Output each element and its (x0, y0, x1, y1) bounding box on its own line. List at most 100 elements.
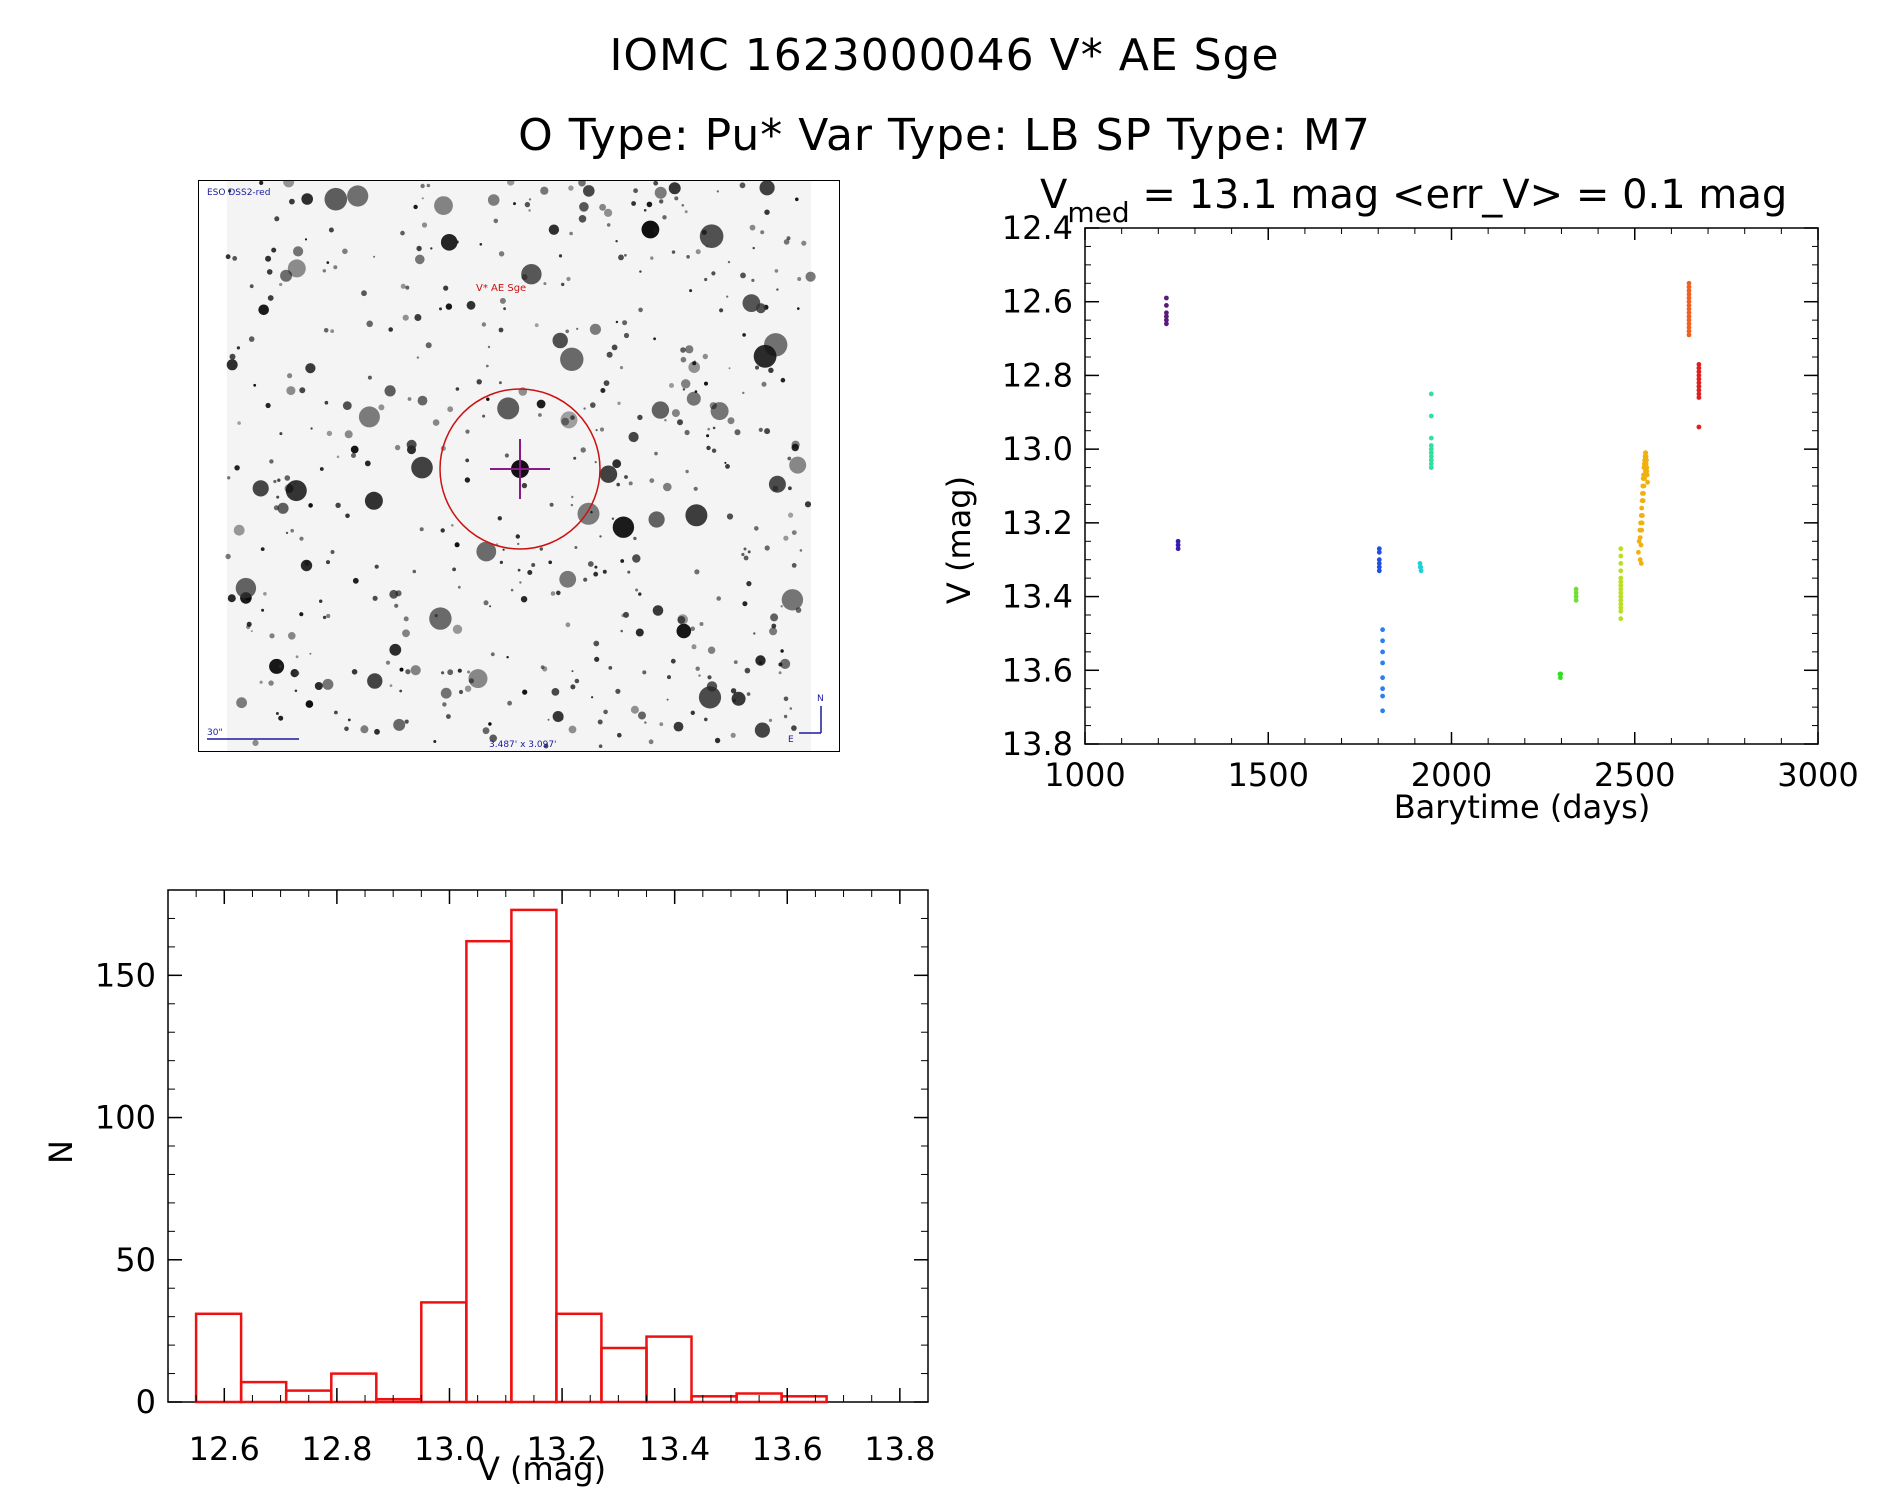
star (568, 725, 577, 734)
star (628, 481, 633, 486)
lc-point (1641, 491, 1646, 496)
hist-xtick-label: 12.8 (301, 1430, 372, 1468)
star (602, 569, 607, 574)
hist-bar (465, 939, 513, 1404)
hist-bar (555, 1312, 603, 1404)
star (744, 667, 751, 674)
star (519, 581, 522, 584)
star (633, 536, 637, 541)
star (776, 288, 779, 291)
star (755, 365, 759, 370)
star (595, 429, 598, 432)
star (465, 458, 470, 463)
star (599, 427, 605, 432)
lc-title-rest: = 13.1 mag <err_V> = 0.1 mag (1130, 172, 1788, 218)
star (685, 504, 708, 527)
lc-point (1380, 649, 1385, 655)
star (801, 240, 807, 246)
star (742, 601, 748, 607)
lc-point (1618, 561, 1624, 566)
star (476, 379, 482, 385)
star (725, 464, 730, 469)
star (612, 459, 622, 469)
star (764, 428, 771, 435)
star (310, 427, 313, 430)
star (287, 373, 293, 379)
star (733, 660, 738, 664)
star (747, 550, 751, 554)
star (788, 486, 792, 491)
star (805, 271, 816, 282)
lc-point (1696, 395, 1702, 400)
lc-point (1686, 314, 1692, 319)
star (447, 669, 454, 676)
star (742, 294, 761, 312)
star (565, 622, 571, 628)
lc-point (1618, 590, 1624, 596)
star (328, 227, 334, 233)
star (342, 401, 352, 410)
lc-point (1639, 520, 1645, 526)
star (324, 187, 348, 211)
star (335, 502, 341, 508)
star (637, 414, 643, 421)
lc-point (1696, 387, 1702, 393)
star (728, 367, 731, 370)
star (445, 303, 453, 310)
lc-point (1175, 546, 1181, 552)
star (693, 360, 696, 363)
star (400, 283, 406, 289)
star (517, 568, 521, 572)
hist-bar (194, 1312, 243, 1404)
star (573, 456, 577, 460)
star (594, 461, 597, 464)
lc-point (1643, 450, 1649, 456)
star (294, 689, 298, 693)
star (764, 209, 770, 215)
star (741, 552, 745, 557)
star (681, 204, 685, 207)
star (271, 247, 277, 253)
star (286, 386, 296, 396)
lc-point (1644, 472, 1650, 478)
star (768, 475, 786, 493)
star (402, 629, 410, 638)
star (688, 361, 700, 373)
star (305, 363, 316, 374)
star (394, 444, 401, 451)
star (618, 254, 624, 261)
star (704, 277, 708, 282)
star (441, 671, 445, 675)
lc-point (1618, 608, 1624, 614)
star (389, 589, 399, 599)
star (780, 377, 786, 383)
star (710, 402, 729, 421)
star (506, 656, 509, 659)
hist-bar (330, 1372, 378, 1404)
lc-point (1380, 675, 1385, 681)
star (367, 673, 383, 689)
lc-ytick-label: 12.8 (1002, 356, 1073, 394)
star (651, 401, 670, 419)
star (709, 402, 717, 410)
star (486, 397, 490, 401)
lc-point (1618, 597, 1624, 603)
star (780, 605, 783, 608)
star (234, 465, 240, 471)
star (677, 616, 686, 624)
lc-point (1618, 605, 1624, 610)
lc-point (1558, 671, 1564, 677)
star (682, 388, 686, 391)
star (499, 560, 503, 564)
star (261, 608, 265, 612)
star (771, 623, 777, 629)
lc-point (1696, 424, 1702, 430)
star (615, 688, 621, 694)
lc-xtick-label: 2000 (1411, 756, 1492, 794)
star (481, 322, 487, 327)
lc-point (1641, 483, 1647, 489)
hist-ytick-label: 150 (95, 956, 156, 994)
star (783, 535, 789, 541)
lc-point (1380, 660, 1385, 666)
lc-point (1638, 561, 1644, 566)
